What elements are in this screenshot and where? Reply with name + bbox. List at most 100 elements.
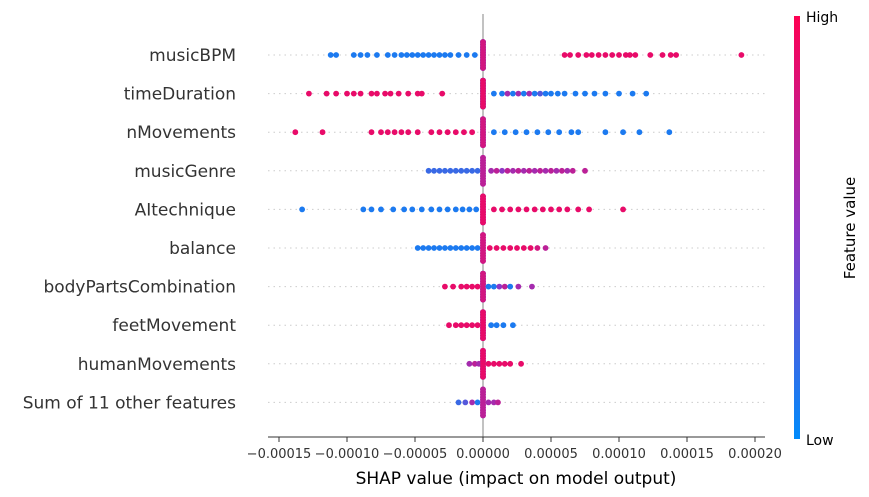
shap-point bbox=[556, 206, 563, 213]
colorbar-high-label: High bbox=[806, 10, 838, 26]
shap-point bbox=[442, 245, 448, 251]
feature-label: musicBPM bbox=[149, 46, 236, 66]
shap-point bbox=[431, 52, 437, 58]
shap-point bbox=[512, 129, 519, 136]
shap-point bbox=[469, 399, 476, 406]
shap-point bbox=[582, 90, 588, 97]
shap-point bbox=[520, 245, 527, 251]
shap-point bbox=[515, 90, 522, 97]
x-tick-label: −0.00005 bbox=[383, 447, 448, 462]
shap-point bbox=[452, 167, 459, 174]
shap-point bbox=[436, 52, 443, 58]
shap-point bbox=[469, 283, 476, 290]
shap-point bbox=[488, 167, 495, 174]
shap-point bbox=[452, 206, 459, 213]
shap-point bbox=[425, 52, 432, 58]
shap-point bbox=[469, 322, 476, 329]
shap-point bbox=[616, 52, 622, 58]
colorbar-low-label: Low bbox=[806, 433, 834, 449]
shap-point bbox=[463, 52, 470, 58]
shap-point bbox=[480, 258, 486, 264]
shap-point bbox=[575, 129, 582, 136]
shap-point bbox=[471, 360, 478, 367]
shap-point bbox=[428, 129, 435, 136]
shap-point bbox=[523, 206, 530, 213]
shap-point bbox=[452, 322, 459, 329]
shap-point bbox=[401, 206, 408, 213]
shap-point bbox=[368, 206, 375, 213]
shap-point bbox=[462, 399, 469, 406]
shap-point bbox=[378, 129, 384, 136]
shap-point bbox=[504, 167, 511, 174]
shap-point bbox=[553, 167, 560, 174]
shap-point bbox=[474, 283, 481, 290]
shap-point bbox=[466, 206, 473, 213]
shap-point bbox=[439, 90, 446, 97]
shap-point bbox=[428, 206, 435, 213]
shap-point bbox=[403, 52, 410, 58]
shap-point bbox=[526, 90, 533, 97]
shap-point bbox=[591, 90, 598, 97]
shap-point bbox=[507, 206, 514, 213]
shap-point bbox=[568, 129, 575, 136]
shap-point bbox=[333, 90, 340, 97]
feature-label: balance bbox=[169, 239, 236, 259]
shap-point bbox=[667, 52, 674, 58]
shap-point bbox=[548, 206, 554, 213]
shap-point bbox=[636, 129, 643, 136]
shap-point bbox=[360, 206, 367, 213]
shap-point bbox=[507, 283, 514, 290]
shap-point bbox=[299, 206, 306, 213]
shap-point bbox=[561, 90, 568, 97]
shap-point bbox=[368, 129, 375, 136]
shap-point bbox=[409, 52, 416, 58]
shap-point bbox=[436, 245, 443, 251]
colorbar-title: Feature value bbox=[841, 177, 859, 279]
shap-point bbox=[398, 52, 405, 58]
shap-point bbox=[504, 90, 511, 97]
shap-point bbox=[374, 90, 380, 97]
colorbar: High Low Feature value bbox=[794, 10, 859, 449]
shap-point bbox=[306, 90, 312, 97]
points-layer bbox=[292, 39, 745, 419]
x-tick-label: −0.00010 bbox=[315, 447, 380, 462]
shap-point bbox=[567, 52, 573, 58]
shap-point bbox=[461, 129, 467, 136]
x-tick-label: −0.00015 bbox=[247, 447, 312, 462]
shap-point bbox=[384, 52, 391, 58]
shap-point bbox=[564, 167, 571, 174]
shap-point bbox=[319, 129, 326, 136]
shap-point bbox=[490, 90, 497, 97]
shap-point bbox=[632, 52, 639, 58]
shap-point bbox=[531, 206, 538, 213]
shap-point bbox=[527, 245, 534, 251]
shap-point bbox=[458, 167, 465, 174]
shap-point bbox=[507, 245, 514, 251]
shap-point bbox=[450, 283, 456, 290]
shap-point bbox=[556, 129, 563, 136]
shap-point bbox=[539, 206, 546, 213]
shap-point bbox=[480, 335, 486, 342]
shap-point bbox=[558, 167, 565, 174]
shap-point bbox=[447, 167, 454, 174]
shap-point bbox=[436, 129, 443, 136]
shap-point bbox=[586, 206, 592, 213]
shap-point bbox=[583, 52, 590, 58]
shap-point bbox=[493, 245, 500, 251]
shap-point bbox=[542, 245, 549, 251]
shap-point bbox=[414, 90, 421, 97]
shap-point bbox=[518, 360, 524, 367]
shap-point bbox=[480, 65, 486, 71]
shap-point bbox=[554, 90, 561, 97]
feature-rows bbox=[268, 54, 765, 403]
shap-point bbox=[485, 360, 492, 367]
shap-point bbox=[548, 90, 554, 97]
shap-point bbox=[480, 180, 486, 187]
shap-point bbox=[666, 129, 673, 136]
shap-point bbox=[447, 52, 454, 58]
shap-point bbox=[501, 283, 508, 290]
shap-point bbox=[501, 360, 508, 367]
shap-point bbox=[350, 90, 357, 97]
shap-point bbox=[529, 283, 535, 290]
shap-point bbox=[575, 206, 582, 213]
